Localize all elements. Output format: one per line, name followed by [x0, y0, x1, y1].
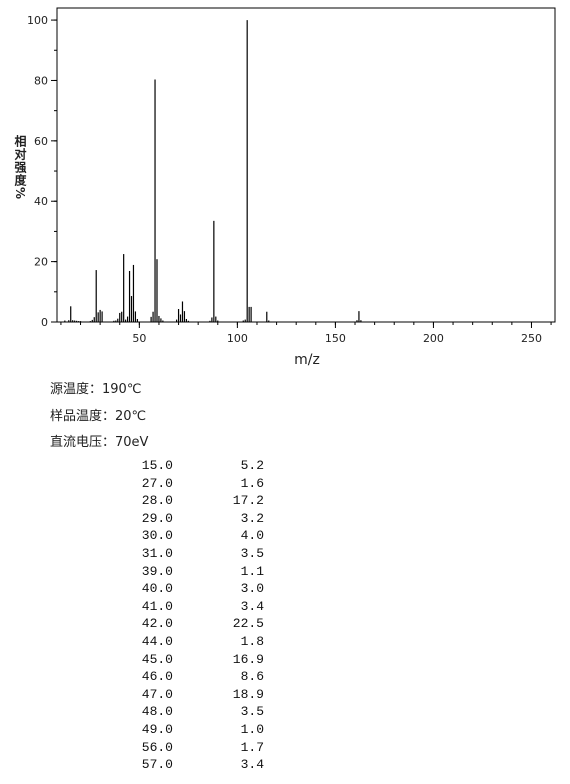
plot-frame	[56, 7, 556, 323]
intensity-cell: 18.9	[232, 686, 264, 702]
mz-cell: 28.0	[141, 493, 173, 509]
intensity-cell: 1.7	[240, 739, 264, 755]
intensity-cell: 17.2	[232, 493, 264, 509]
x-tick-label: 250	[521, 332, 542, 345]
y-tick-label: 80	[34, 74, 48, 87]
intensity-cell: 3.2	[240, 510, 264, 526]
y-tick-label: 20	[34, 256, 48, 269]
mz-cell: 39.0	[141, 563, 173, 579]
intensity-cell: 4.0	[240, 528, 264, 544]
x-axis-label: m/z	[294, 352, 320, 368]
mz-cell: 48.0	[141, 704, 173, 720]
mz-cell: 40.0	[141, 581, 173, 597]
mz-cell: 45.0	[141, 651, 173, 667]
intensity-cell: 1.1	[240, 563, 264, 579]
y-tick-label: 0	[41, 316, 48, 329]
intensity-cell: 1.0	[240, 722, 264, 737]
intensity-cell: 1.8	[240, 634, 264, 649]
intensity-cell: 8.6	[240, 669, 264, 685]
mz-cell: 47.0	[141, 686, 173, 702]
mz-cell: 49.0	[141, 722, 173, 737]
y-tick-label: 100	[27, 14, 48, 27]
condition-line: 源温度：190℃	[50, 382, 142, 397]
mz-cell: 41.0	[141, 598, 173, 614]
y-tick-label: 40	[34, 195, 48, 208]
x-tick-label: 200	[423, 332, 444, 345]
mz-cell: 57.0	[141, 757, 173, 773]
condition-line: 直流电压：70eV	[50, 435, 149, 450]
y-tick-label: 60	[34, 135, 48, 148]
mz-cell: 31.0	[141, 546, 173, 561]
intensity-cell: 16.9	[232, 651, 264, 667]
mz-cell: 46.0	[141, 669, 173, 685]
mz-cell: 29.0	[141, 510, 173, 526]
x-tick-label: 150	[325, 332, 346, 345]
mz-cell: 42.0	[141, 616, 173, 632]
mz-cell: 30.0	[141, 528, 173, 544]
intensity-cell: 3.5	[240, 704, 264, 720]
mz-cell: 15.0	[141, 458, 173, 473]
intensity-cell: 5.2	[240, 458, 264, 473]
intensity-cell: 3.4	[240, 757, 264, 773]
mz-cell: 56.0	[141, 739, 173, 755]
mz-cell: 44.0	[141, 634, 173, 649]
intensity-cell: 1.6	[240, 475, 264, 491]
y-axis-label: 相对强度%	[13, 135, 27, 201]
mz-cell: 27.0	[141, 475, 173, 491]
condition-line: 样品温度：20℃	[50, 408, 147, 424]
intensity-cell: 3.0	[240, 581, 264, 597]
x-tick-label: 50	[132, 332, 146, 345]
intensity-cell: 22.5	[232, 616, 264, 632]
x-tick-label: 100	[227, 332, 248, 345]
chart: m/z 50 100 150 200 250 0 20 40 60 80 100	[27, 7, 556, 368]
intensity-cell: 3.4	[240, 598, 264, 614]
intensity-cell: 3.5	[240, 546, 264, 561]
